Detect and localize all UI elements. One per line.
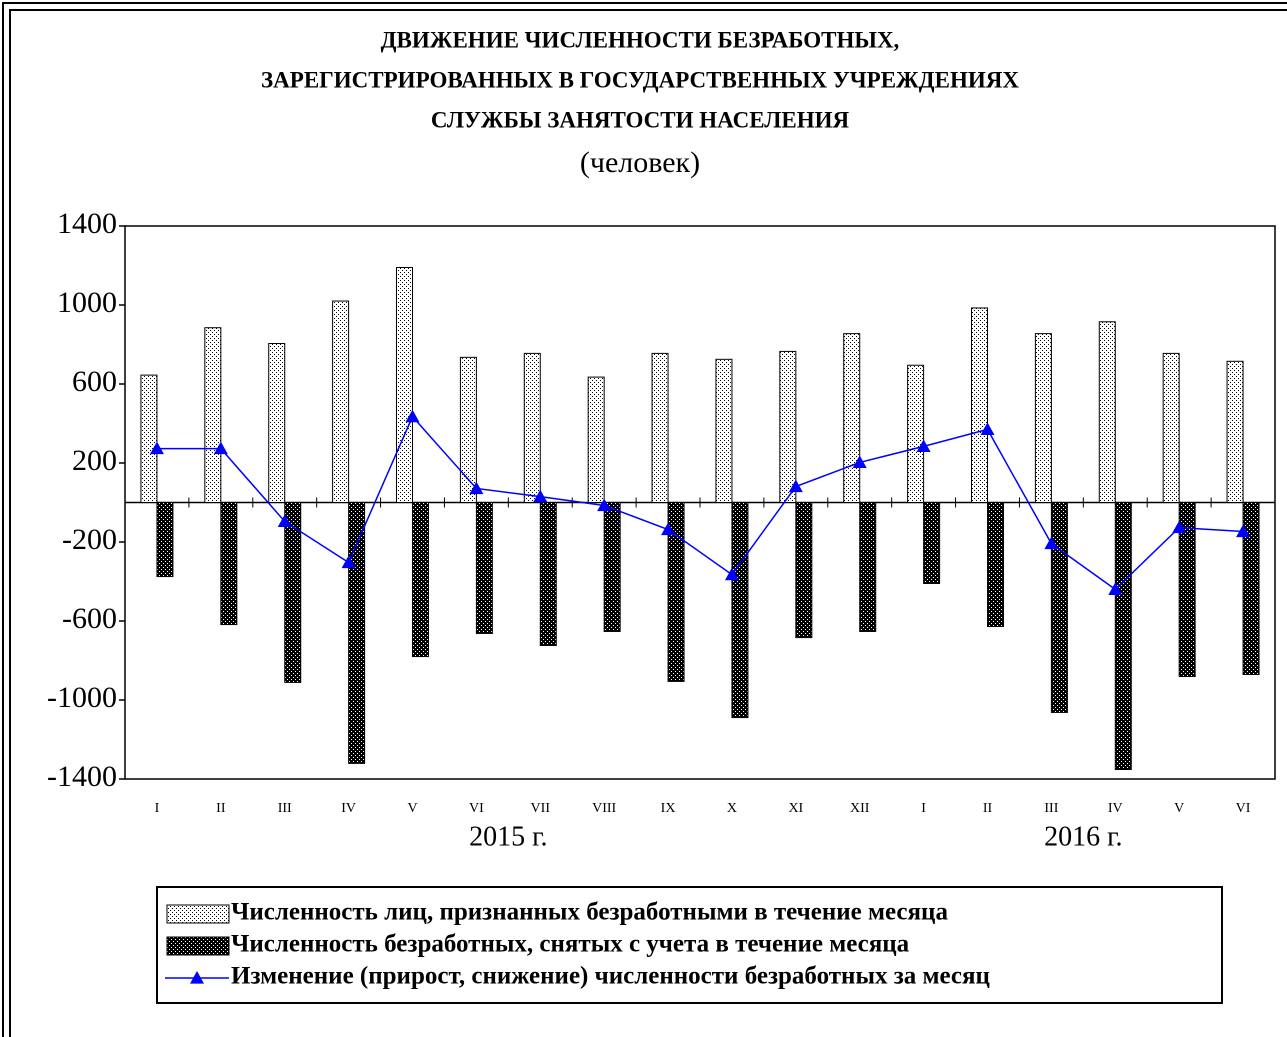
marker <box>852 455 867 469</box>
x-tick-label: III <box>1044 801 1058 816</box>
bar <box>156 502 174 578</box>
bar <box>715 358 733 503</box>
marker <box>916 439 931 453</box>
x-tick-label: I <box>155 801 160 816</box>
legend-marker <box>190 971 204 984</box>
bar <box>779 350 797 503</box>
bar <box>1162 352 1180 504</box>
x-tick-label: VII <box>531 801 551 816</box>
y-tick-label: 200 <box>72 444 117 477</box>
marker <box>661 522 676 536</box>
bar <box>475 502 493 634</box>
legend-swatch <box>166 936 230 956</box>
y-tick-label: -1000 <box>47 681 117 714</box>
bar <box>204 327 222 503</box>
group-label: 2016 г. <box>1044 821 1122 852</box>
marker <box>1172 520 1187 534</box>
x-tick-label: XII <box>850 801 870 816</box>
x-tick-label: VI <box>1236 801 1251 816</box>
bar <box>140 374 158 503</box>
bar <box>603 502 621 632</box>
chart-title: СЛУЖБЫ ЗАНЯТОСТИ НАСЕЛЕНИЯ <box>431 107 850 132</box>
bar <box>523 352 541 504</box>
legend-label: Изменение (прирост, снижение) численност… <box>231 963 990 990</box>
bar <box>220 502 238 626</box>
bar <box>859 502 877 632</box>
marker <box>1236 524 1251 538</box>
legend <box>156 886 1223 1004</box>
x-tick-label: V <box>407 801 417 816</box>
bar <box>667 502 685 682</box>
bar <box>539 502 557 646</box>
marker <box>405 409 420 423</box>
marker <box>469 481 484 495</box>
chart-subtitle: (человек) <box>580 146 700 179</box>
y-tick-label: 1000 <box>57 286 117 319</box>
legend-label: Численность безработных, снятых с учета … <box>231 931 910 958</box>
bar <box>1242 502 1260 676</box>
bar <box>651 352 669 504</box>
x-tick-label: VIII <box>592 801 616 816</box>
bar <box>348 502 366 764</box>
marker <box>341 555 356 569</box>
y-tick-label: 1400 <box>57 207 117 240</box>
marker <box>1044 536 1059 550</box>
bar <box>1226 360 1244 503</box>
bar <box>284 502 302 683</box>
bar <box>459 356 477 503</box>
bar <box>795 502 813 639</box>
marker <box>1108 582 1123 595</box>
line <box>156 415 1244 591</box>
x-tick-label: VI <box>469 801 484 816</box>
bar <box>843 333 861 504</box>
bar <box>1114 502 1132 771</box>
chart-title: ДВИЖЕНИЕ ЧИСЛЕННОСТИ БЕЗРАБОТНЫХ, <box>381 27 900 52</box>
marker <box>277 514 292 528</box>
bar <box>332 300 350 503</box>
x-tick-label: XI <box>788 801 803 816</box>
y-tick-label: 600 <box>72 365 117 398</box>
marker <box>533 489 548 503</box>
legend-swatch <box>166 904 230 924</box>
y-tick-label: -200 <box>62 523 117 556</box>
chart-title: ЗАРЕГИСТРИРОВАННЫХ В ГОСУДАРСТВЕННЫХ УЧР… <box>261 67 1019 92</box>
bar <box>396 266 413 503</box>
bar <box>987 502 1004 628</box>
marker <box>149 441 164 455</box>
x-tick-label: II <box>983 801 993 816</box>
x-tick-label: II <box>216 801 226 816</box>
x-tick-label: I <box>921 801 926 816</box>
bar <box>268 343 286 504</box>
marker <box>213 441 228 455</box>
frame-inner <box>9 9 1287 1037</box>
group-label: 2015 г. <box>469 821 547 852</box>
bar <box>1098 321 1116 503</box>
marker <box>597 498 612 512</box>
marker <box>980 422 995 436</box>
x-tick-label: III <box>278 801 292 816</box>
bar <box>1034 333 1052 504</box>
x-tick-label: X <box>727 801 737 816</box>
x-tick-label: V <box>1174 801 1184 816</box>
y-tick-label: -600 <box>62 602 117 635</box>
marker <box>788 479 803 493</box>
bar <box>907 364 925 503</box>
bar <box>1050 502 1068 713</box>
legend-label: Численность лиц, признанных безработными… <box>231 899 948 926</box>
x-tick-label: IV <box>1108 801 1123 816</box>
bar <box>731 502 749 719</box>
x-tick-label: IX <box>661 801 676 816</box>
bar <box>923 502 941 584</box>
bar <box>1178 502 1196 677</box>
x-tick-label: IV <box>341 801 356 816</box>
marker <box>724 567 739 581</box>
bar <box>971 307 988 503</box>
bar <box>587 376 605 503</box>
y-tick-label: -1400 <box>47 760 117 793</box>
bar <box>412 502 429 658</box>
